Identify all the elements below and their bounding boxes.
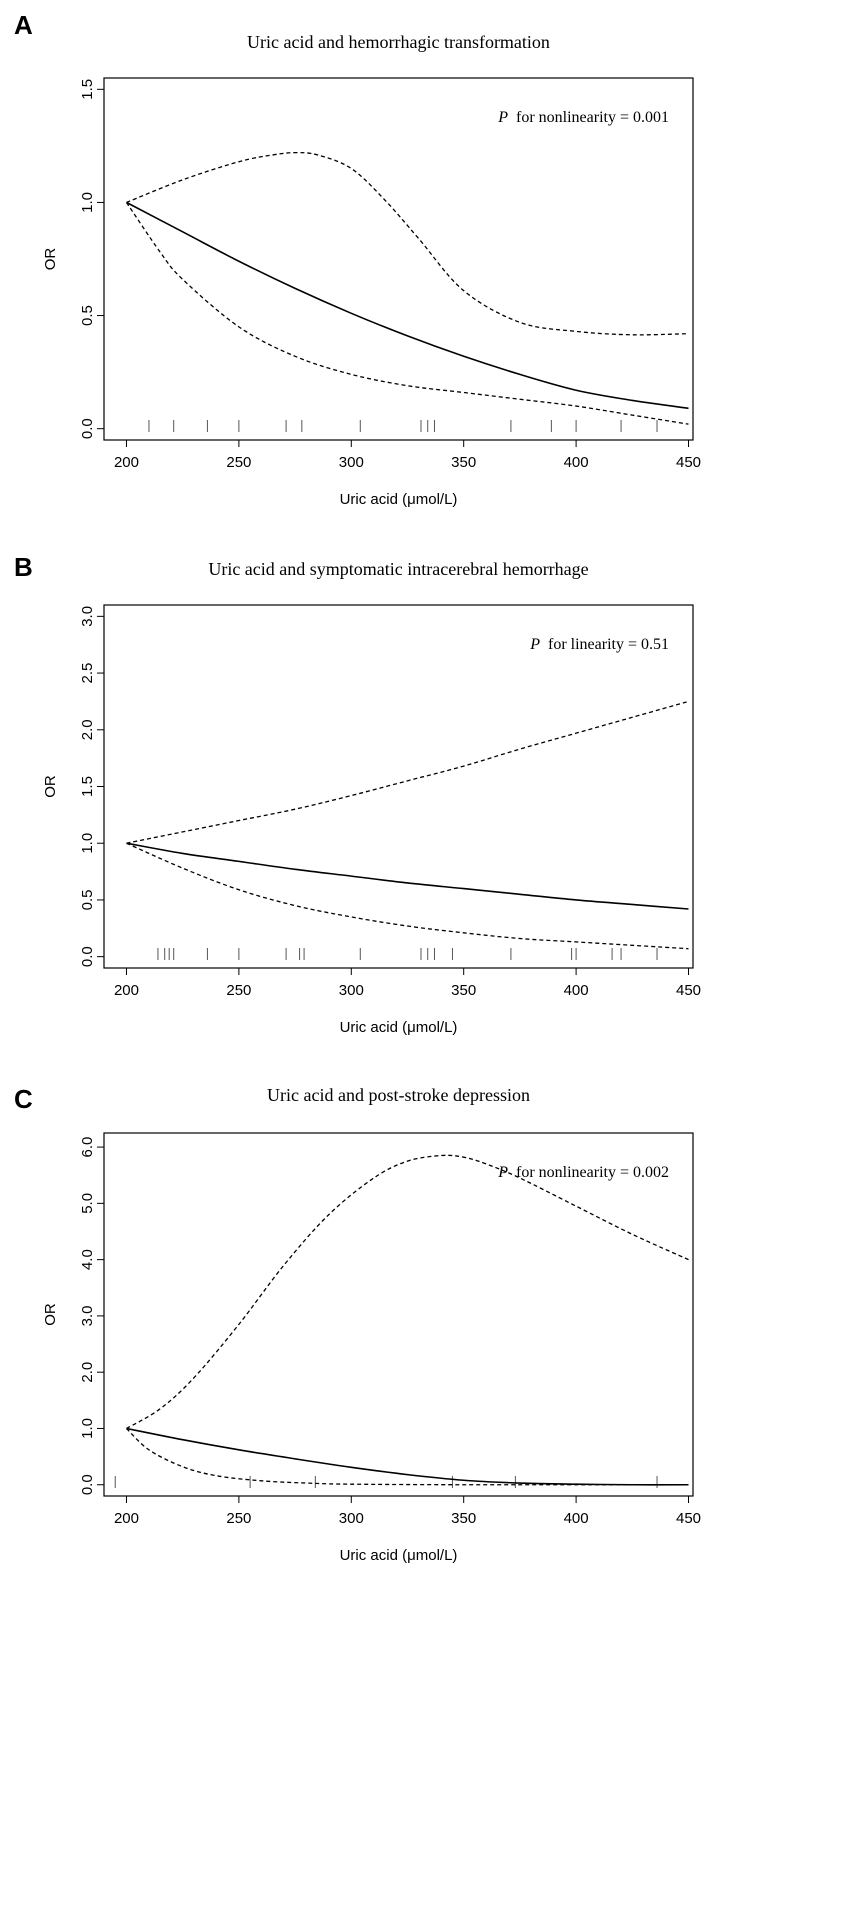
y-tick-label: 1.0 xyxy=(79,192,96,213)
panel-c: C Uric acid and post-stroke depression 200… xyxy=(14,1084,701,1564)
y-tick-label: 4.0 xyxy=(79,1249,96,1270)
y-tick-label: 5.0 xyxy=(79,1193,96,1214)
y-tick-label: 0.5 xyxy=(79,890,96,911)
y-tick-label: 2.5 xyxy=(79,663,96,684)
y-tick-label: 2.0 xyxy=(79,1362,96,1383)
y-tick-label: 0.5 xyxy=(79,305,96,326)
y-axis-label: OR xyxy=(42,775,59,798)
x-axis-label: Uric acid (μmol/L) xyxy=(340,1547,458,1564)
upper-ci-curve xyxy=(126,700,689,844)
x-tick-label: 400 xyxy=(564,1510,589,1527)
panel-a: A Uric acid and hemorrhagic transformatio… xyxy=(14,10,701,508)
chart-title: Uric acid and symptomatic intracerebral … xyxy=(208,559,588,579)
upper-ci-curve xyxy=(126,1154,689,1430)
y-tick-label: 1.5 xyxy=(79,776,96,797)
x-tick-label: 300 xyxy=(339,982,364,999)
y-tick-label: 3.0 xyxy=(79,1305,96,1326)
plot-frame xyxy=(103,1132,694,1497)
x-axis-label: Uric acid (μmol/L) xyxy=(340,1019,458,1036)
x-tick-label: 250 xyxy=(226,454,251,471)
lower-ci-curve xyxy=(126,1427,689,1486)
x-tick-label: 350 xyxy=(451,1510,476,1527)
panel-b: B Uric acid and symptomatic intracerebral… xyxy=(14,552,701,1036)
panel-letter: A xyxy=(14,10,33,40)
upper-ci-curve xyxy=(126,151,689,336)
y-tick-label: 0.0 xyxy=(79,418,96,439)
x-tick-label: 250 xyxy=(226,1510,251,1527)
x-axis-label: Uric acid (μmol/L) xyxy=(340,491,458,508)
or-curve xyxy=(126,1427,689,1486)
or-curve xyxy=(126,201,689,410)
p-symbol: P xyxy=(497,109,508,126)
x-tick-label: 350 xyxy=(451,454,476,471)
chart-title: Uric acid and hemorrhagic transformation xyxy=(247,32,550,52)
chart-title: Uric acid and post-stroke depression xyxy=(267,1085,530,1105)
p-symbol: P xyxy=(529,636,540,653)
p-symbol: P xyxy=(497,1164,508,1181)
p-value-text: for linearity = 0.51 xyxy=(548,636,669,653)
plot-frame xyxy=(103,77,694,441)
x-tick-label: 450 xyxy=(676,454,701,471)
p-value-text: for nonlinearity = 0.002 xyxy=(516,1164,669,1181)
x-tick-label: 400 xyxy=(564,454,589,471)
x-tick-label: 400 xyxy=(564,982,589,999)
y-tick-label: 1.5 xyxy=(79,79,96,100)
x-tick-label: 200 xyxy=(114,1510,139,1527)
y-tick-label: 1.0 xyxy=(79,1418,96,1439)
x-tick-label: 250 xyxy=(226,982,251,999)
panel-letter: B xyxy=(14,552,33,582)
x-tick-label: 200 xyxy=(114,982,139,999)
x-tick-label: 450 xyxy=(676,982,701,999)
x-tick-label: 350 xyxy=(451,982,476,999)
y-tick-label: 1.0 xyxy=(79,833,96,854)
y-tick-label: 0.0 xyxy=(79,1474,96,1495)
plot-frame xyxy=(103,604,694,969)
y-axis-label: OR xyxy=(42,1303,59,1326)
or-curve xyxy=(126,842,689,910)
lower-ci-curve xyxy=(126,842,689,950)
x-tick-label: 450 xyxy=(676,1510,701,1527)
y-tick-label: 6.0 xyxy=(79,1137,96,1158)
y-tick-label: 3.0 xyxy=(79,606,96,627)
x-tick-label: 200 xyxy=(114,454,139,471)
panel-letter: C xyxy=(14,1084,33,1114)
x-tick-label: 300 xyxy=(339,454,364,471)
x-tick-label: 300 xyxy=(339,1510,364,1527)
lower-ci-curve xyxy=(125,202,689,425)
y-tick-label: 0.0 xyxy=(79,946,96,967)
p-value-text: for nonlinearity = 0.001 xyxy=(516,109,669,126)
y-tick-label: 2.0 xyxy=(79,719,96,740)
y-axis-label: OR xyxy=(42,248,59,271)
